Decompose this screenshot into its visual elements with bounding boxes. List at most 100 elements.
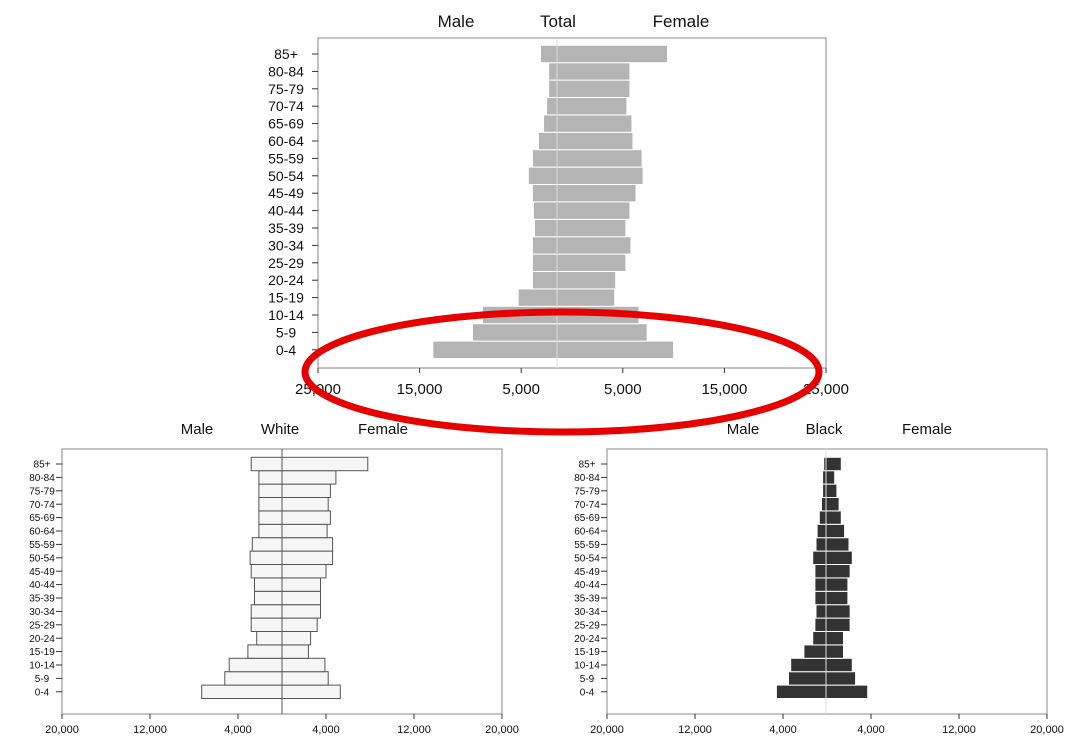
white-female-bar-0-4 bbox=[281, 684, 341, 699]
total-chart-title: Total bbox=[540, 12, 576, 31]
black-age-label-0-4: 0-4 bbox=[580, 687, 595, 698]
white-pyramid-chart: Male White Female 0-4 5-9 10-14 15-19 20-24 2… bbox=[29, 421, 519, 736]
white-male-bar-45-49 bbox=[250, 564, 283, 579]
white-age-label-85+: 85+ bbox=[34, 460, 51, 471]
total-female-bar-85+ bbox=[556, 44, 669, 64]
white-male-bar-25-29 bbox=[250, 617, 283, 632]
black-age-label-60-64: 60-64 bbox=[574, 527, 600, 538]
white-x-tick-label: 12,000 bbox=[133, 724, 167, 736]
white-age-label-50-54: 50-54 bbox=[29, 553, 55, 564]
black-age-label-30-34: 30-34 bbox=[574, 607, 600, 618]
white-female-bar-80-84 bbox=[281, 470, 337, 485]
black-female-bar-35-39 bbox=[825, 590, 849, 606]
black-male-bar-30-34 bbox=[815, 604, 827, 619]
total-male-bar-35-39 bbox=[533, 218, 558, 238]
white-age-label-75-79: 75-79 bbox=[29, 486, 55, 497]
total-female-bar-45-49 bbox=[556, 184, 637, 203]
total-female-bar-30-34 bbox=[556, 236, 632, 255]
total-age-label-80-84: 80-84 bbox=[268, 63, 304, 79]
white-chart-title: White bbox=[261, 421, 299, 438]
white-male-bar-70-74 bbox=[258, 497, 283, 512]
white-female-header: Female bbox=[358, 421, 408, 438]
total-age-label-45-49: 45-49 bbox=[268, 185, 304, 201]
black-x-tick-label: 4,000 bbox=[769, 724, 797, 736]
white-female-bar-10-14 bbox=[281, 657, 326, 673]
black-female-bar-50-54 bbox=[825, 550, 853, 565]
total-male-bar-75-79 bbox=[548, 79, 558, 98]
total-female-bar-20-24 bbox=[556, 271, 617, 290]
total-age-label-15-19: 15-19 bbox=[268, 290, 304, 306]
black-x-tick-label: 12,000 bbox=[942, 724, 976, 736]
white-age-label-30-34: 30-34 bbox=[29, 607, 55, 618]
white-age-label-40-44: 40-44 bbox=[29, 580, 55, 591]
total-female-bar-50-54 bbox=[556, 166, 644, 186]
black-male-bar-55-59 bbox=[815, 537, 827, 552]
black-male-bar-0-4 bbox=[775, 684, 827, 699]
black-age-label-10-14: 10-14 bbox=[574, 661, 600, 672]
total-male-bar-60-64 bbox=[537, 131, 558, 151]
black-male-bar-65-69 bbox=[818, 510, 827, 525]
white-male-bar-65-69 bbox=[258, 510, 283, 525]
black-female-bar-10-14 bbox=[825, 657, 853, 673]
black-age-label-45-49: 45-49 bbox=[574, 567, 600, 578]
white-male-bar-50-54 bbox=[249, 550, 283, 565]
white-male-header: Male bbox=[181, 421, 214, 438]
total-male-bar-45-49 bbox=[531, 184, 558, 203]
total-male-bar-15-19 bbox=[517, 288, 558, 307]
total-female-bar-75-79 bbox=[556, 79, 631, 98]
black-male-bar-35-39 bbox=[814, 590, 827, 606]
black-female-bar-75-79 bbox=[825, 483, 838, 499]
white-female-bar-45-49 bbox=[281, 564, 327, 579]
black-age-label-55-59: 55-59 bbox=[574, 540, 600, 551]
total-male-bar-70-74 bbox=[546, 97, 558, 116]
white-female-bar-25-29 bbox=[281, 617, 318, 632]
total-age-label-20-24: 20-24 bbox=[268, 272, 304, 288]
white-male-bar-80-84 bbox=[258, 470, 283, 485]
total-male-bar-80-84 bbox=[548, 62, 558, 81]
total-male-bar-55-59 bbox=[531, 149, 558, 168]
white-male-bar-40-44 bbox=[254, 577, 283, 592]
white-female-bar-15-19 bbox=[281, 644, 309, 659]
black-male-header: Male bbox=[727, 421, 760, 438]
black-female-bar-55-59 bbox=[825, 537, 850, 552]
total-male-bar-5-9 bbox=[471, 323, 558, 342]
white-male-bar-20-24 bbox=[256, 631, 283, 646]
black-female-bar-85+ bbox=[825, 456, 842, 472]
black-age-label-85+: 85+ bbox=[579, 460, 596, 471]
total-female-bar-70-74 bbox=[556, 97, 628, 116]
black-male-bar-15-19 bbox=[803, 644, 827, 659]
black-age-label-65-69: 65-69 bbox=[574, 513, 600, 524]
total-female-bar-5-9 bbox=[556, 323, 648, 342]
black-age-label-25-29: 25-29 bbox=[574, 620, 600, 631]
white-female-bar-5-9 bbox=[281, 671, 329, 686]
total-female-bar-35-39 bbox=[556, 218, 627, 238]
black-male-bar-60-64 bbox=[816, 523, 827, 539]
black-age-label-20-24: 20-24 bbox=[574, 634, 600, 645]
white-male-bar-30-34 bbox=[250, 604, 283, 619]
white-x-tick-label: 20,000 bbox=[485, 724, 519, 736]
white-female-bar-65-69 bbox=[281, 510, 331, 525]
white-age-label-65-69: 65-69 bbox=[29, 513, 55, 524]
white-male-bar-35-39 bbox=[254, 590, 283, 606]
white-age-label-0-4: 0-4 bbox=[35, 687, 50, 698]
white-age-label-60-64: 60-64 bbox=[29, 527, 55, 538]
black-male-bar-50-54 bbox=[812, 550, 827, 565]
black-x-tick-label: 20,000 bbox=[590, 724, 624, 736]
white-female-bar-40-44 bbox=[281, 577, 321, 592]
white-x-tick-label: 20,000 bbox=[45, 724, 79, 736]
total-age-label-55-59: 55-59 bbox=[268, 150, 304, 166]
white-age-label-55-59: 55-59 bbox=[29, 540, 55, 551]
black-female-bar-30-34 bbox=[825, 604, 851, 619]
black-female-bar-15-19 bbox=[825, 644, 844, 659]
black-age-label-75-79: 75-79 bbox=[574, 486, 600, 497]
white-male-bar-60-64 bbox=[258, 523, 283, 539]
white-age-label-80-84: 80-84 bbox=[29, 473, 55, 484]
total-age-label-50-54: 50-54 bbox=[268, 168, 304, 184]
total-age-label-25-29: 25-29 bbox=[268, 255, 304, 271]
total-age-label-85+: 85+ bbox=[274, 46, 298, 62]
black-male-bar-70-74 bbox=[821, 497, 827, 512]
black-age-label-15-19: 15-19 bbox=[574, 647, 600, 658]
total-male-bar-20-24 bbox=[531, 271, 558, 290]
white-x-tick-label: 4,000 bbox=[312, 724, 340, 736]
white-female-bar-60-64 bbox=[281, 523, 328, 539]
